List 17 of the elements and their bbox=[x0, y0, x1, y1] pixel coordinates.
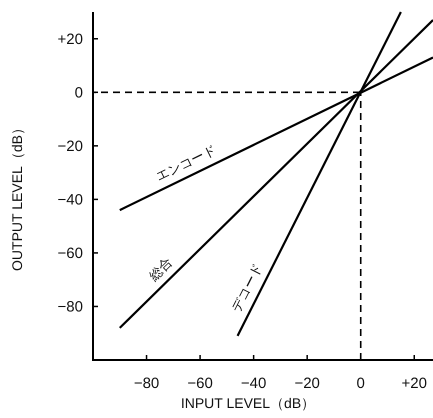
x-tick-label: +20 bbox=[402, 375, 427, 392]
y-tick-label: −20 bbox=[58, 138, 83, 155]
x-tick-label: −40 bbox=[240, 375, 266, 392]
x-tick-label: −80 bbox=[134, 375, 160, 392]
x-tick-label: −60 bbox=[187, 375, 213, 392]
y-tick-label: −60 bbox=[58, 244, 83, 262]
text: デコード bbox=[228, 261, 266, 314]
y-tick-label: −80 bbox=[58, 298, 83, 316]
y-tick-label: +20 bbox=[58, 30, 83, 48]
y-tick-label: 0 bbox=[74, 84, 83, 102]
text: エンコード bbox=[153, 142, 218, 184]
y-tick-label: −40 bbox=[58, 191, 83, 208]
x-tick-label: 0 bbox=[356, 375, 365, 392]
y-axis-title: OUTPUT LEVEL（dB） bbox=[9, 121, 25, 271]
x-tick-label: −20 bbox=[294, 375, 320, 392]
x-axis-title: INPUT LEVEL（dB） bbox=[180, 395, 316, 411]
text: 総合 bbox=[145, 254, 175, 284]
